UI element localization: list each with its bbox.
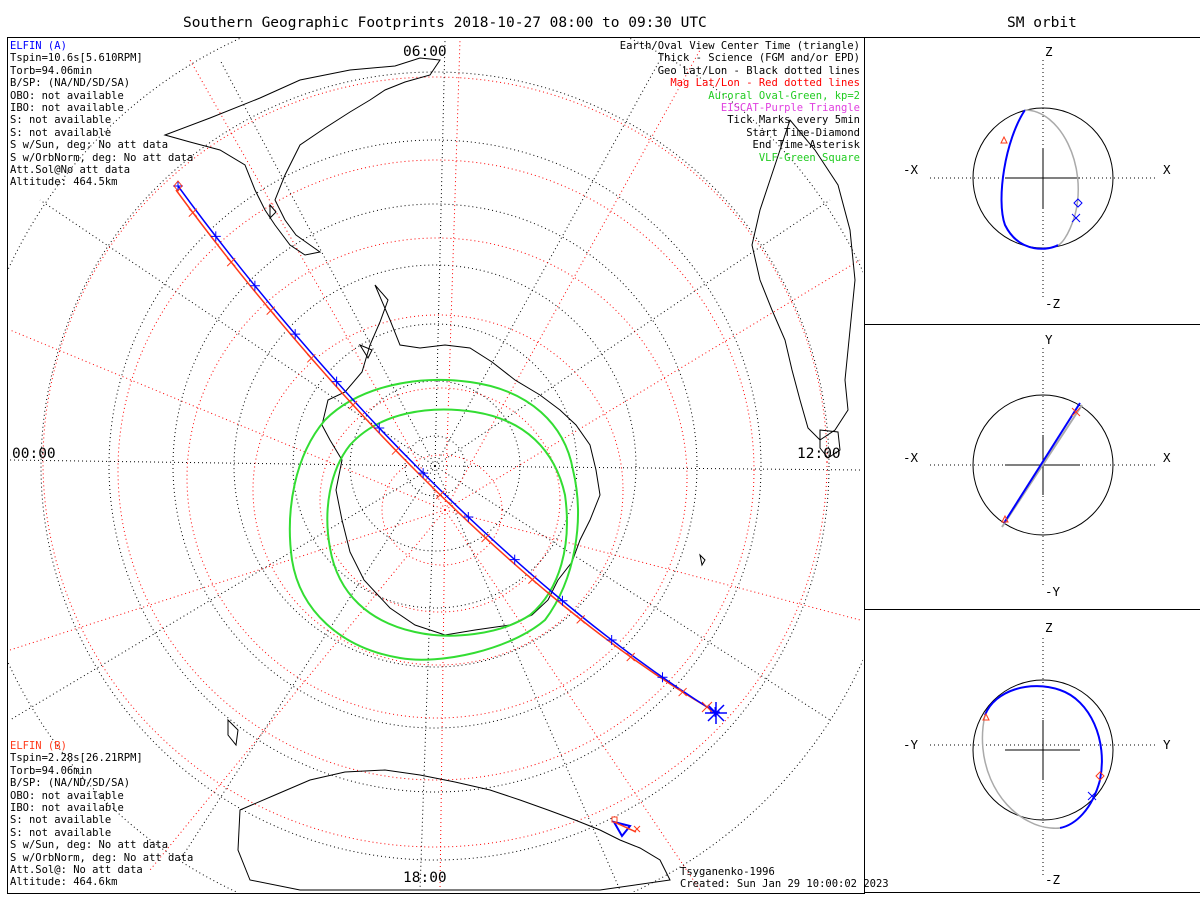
auroral-oval [288, 378, 579, 661]
panel1-down: -Z [1045, 296, 1061, 311]
elfin-a-line: S: not available [10, 126, 112, 139]
end-asterisk-b [701, 701, 713, 713]
elfin-b-tick [528, 575, 537, 584]
elfin-a-tick [249, 280, 260, 291]
elfin-b-line: Tspin=2.28s[26.21RPM] [10, 752, 143, 765]
coastlines [163, 57, 856, 891]
elfin-a-line: Att.Sol@No att data [10, 164, 131, 177]
orbit-panel-2-frame [864, 323, 1200, 610]
panel1-left: -X [903, 162, 919, 177]
elfin-b-tick [188, 208, 198, 217]
elfin-b-tick [435, 490, 445, 500]
panel2-up: Y [1045, 332, 1053, 347]
mag-grid [9, 39, 861, 891]
legend-item: VLF-Green Square [758, 151, 860, 164]
elfin-a-tick [557, 595, 568, 606]
elfin-b-tick [481, 533, 490, 543]
elfin-a-tick [173, 181, 183, 191]
elfin-a-tick [606, 635, 617, 646]
elfin-a-line: Altitude: 464.5km [10, 176, 118, 189]
elfin-b-tick [391, 446, 401, 455]
elfin-a-line: S w/Sun, deg: No att data [10, 139, 169, 152]
elfin-b-line: S w/OrbNorm, deg: No att data [10, 851, 194, 864]
panel1-up: Z [1045, 44, 1053, 59]
panel3-up: Z [1045, 620, 1053, 635]
side-title: SM orbit [1007, 15, 1077, 31]
time-label-left: 00:00 [12, 446, 56, 462]
elfin-b-tick [576, 615, 586, 624]
panel2-right: X [1163, 450, 1171, 465]
elfin-a-tick [374, 422, 385, 433]
time-label-right: 12:00 [797, 446, 841, 462]
legend-item: Thick - Science (FGM and/or EPD) [657, 52, 860, 65]
main-title: Southern Geographic Footprints 2018-10-2… [183, 15, 707, 31]
elfin-a-tick [290, 329, 301, 340]
orbit-panel-3-frame [864, 609, 1200, 893]
panel2-down: -Y [1045, 584, 1061, 599]
elfin-b-line: Att.Sol@: No att data [10, 864, 143, 877]
elfin-b-line: S: not available [10, 814, 112, 827]
model-label: Tsyganenko-1996 [680, 866, 775, 878]
elfin-a-line: Tspin=10.6s[5.610RPM] [10, 52, 143, 65]
elfin-b-tick [266, 306, 276, 316]
legend-item: EISCAT-Purple Triangle [720, 102, 860, 115]
elfin-b-tick [678, 687, 687, 697]
elfin-a-tick [657, 672, 668, 683]
panel1-right: X [1163, 162, 1171, 177]
legend-item: End Time-Asterisk [752, 139, 860, 152]
elfin-b-line: Torb=94.06min [10, 764, 93, 777]
elfin-a-line: OBO: not available [10, 89, 124, 102]
elfin-b-tick [226, 257, 236, 267]
panel3-down: -Z [1045, 872, 1061, 887]
elfin-b-line: B/SP: (NA/ND/SD/SA) [10, 777, 131, 790]
elfin-b-line: IBO: not available [10, 802, 124, 815]
legend-item: Mag Lat/Lon - Red dotted lines [670, 77, 860, 90]
elfin-a-line: IBO: not available [10, 102, 124, 115]
orbit-panel-1-frame [864, 37, 1200, 325]
elfin-b-name: ELFIN (B) [10, 740, 67, 752]
elfin-b-line: S: not available [10, 826, 112, 839]
elfin-a-tick [463, 512, 474, 523]
legend-item: Start Time-Diamond [746, 126, 860, 139]
panel2-left: -X [903, 450, 919, 465]
elfin-a-line: Torb=94.06min [10, 64, 93, 77]
elfin-a-name: ELFIN (A) [10, 40, 67, 52]
panel3-right: Y [1163, 737, 1171, 752]
elfin-b-info: ELFIN (B) Tspin=2.28s[26.21RPM] Torb=94.… [10, 740, 193, 889]
elfin-a-line: S: not available [10, 114, 112, 127]
end-asterisk [705, 702, 727, 724]
elfin-b-line: OBO: not available [10, 789, 124, 802]
elfin-b-tick [626, 652, 636, 662]
legend-item: Geo Lat/Lon - Black dotted lines [657, 64, 860, 77]
elfin-a-info: ELFIN (A) Tspin=10.6s[5.610RPM] Torb=94.… [10, 40, 193, 189]
elfin-b-tick [348, 400, 358, 410]
elfin-a-line: B/SP: (NA/ND/SD/SA) [10, 77, 131, 90]
elfin-b-track [175, 189, 713, 711]
science-segment [611, 816, 641, 838]
start-diamond [173, 180, 183, 192]
elfin-b-tick [306, 353, 316, 363]
trajectories [173, 180, 727, 724]
legend-item: Earth/Oval View Center Time (triangle) [619, 40, 860, 52]
time-label-top: 06:00 [403, 44, 447, 60]
elfin-a-tick [210, 231, 221, 242]
elfin-b-line: Altitude: 464.6km [10, 876, 118, 889]
legend-item: Auroral Oval-Green, kp=2 [708, 89, 860, 102]
legend: Earth/Oval View Center Time (triangle) T… [620, 40, 860, 164]
elfin-a-tick [331, 376, 342, 387]
created-label: Created: Sun Jan 29 10:00:02 2023 [680, 878, 889, 891]
footer: Tsyganenko-1996 Created: Sun Jan 29 10:0… [680, 866, 889, 891]
legend-item: Tick Marks every 5min [727, 114, 860, 127]
elfin-a-tick [509, 554, 520, 565]
panel3-left: -Y [903, 737, 919, 752]
time-label-bottom: 18:00 [403, 870, 447, 886]
elfin-b-line: S w/Sun, deg: No att data [10, 839, 169, 852]
elfin-a-line: S w/OrbNorm, deg: No att data [10, 151, 194, 164]
elfin-a-tick [418, 468, 429, 479]
elfin-a-track [177, 185, 716, 713]
